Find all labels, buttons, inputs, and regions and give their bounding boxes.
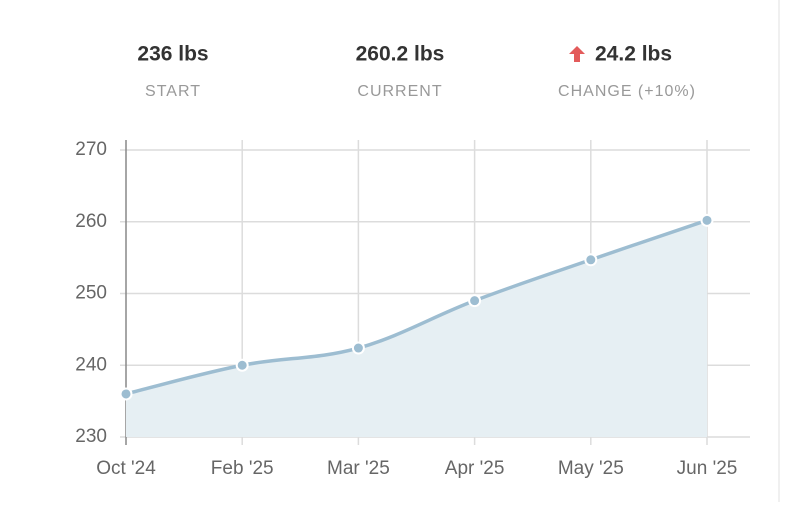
x-tick-label: Feb '25	[211, 458, 274, 479]
point	[119, 387, 133, 401]
y-tick-label: 250	[75, 283, 107, 304]
point	[235, 358, 249, 372]
y-tick-label: 240	[75, 354, 107, 375]
stat-label: CHANGE (+10%)	[558, 83, 696, 100]
up-arrow-icon	[569, 46, 585, 62]
stat-label: CURRENT	[357, 83, 442, 100]
area	[126, 220, 707, 437]
x-tick-label: Jun '25	[677, 458, 738, 479]
y-tick-label: 260	[75, 211, 107, 232]
point	[468, 294, 482, 308]
x-tick-label: Apr '25	[445, 458, 505, 479]
stat-value: 236 lbs	[137, 43, 208, 66]
x-tick-label: Oct '24	[96, 458, 156, 479]
stat-value: 260.2 lbs	[356, 43, 445, 66]
point	[351, 341, 365, 355]
plot: 230 240 250 260 270 Oct '24 Feb '25 Mar '25 Apr …	[75, 139, 750, 479]
x-tick-label: May '25	[558, 458, 624, 479]
y-tick-label: 270	[75, 139, 107, 160]
line	[125, 218, 708, 396]
stat-label: START	[145, 83, 201, 100]
y-tick-label: 230	[75, 426, 107, 447]
stat-value: 24.2 lbs	[595, 43, 672, 66]
point	[584, 253, 598, 267]
x-tick-label: Mar '25	[327, 458, 390, 479]
point	[700, 213, 714, 227]
